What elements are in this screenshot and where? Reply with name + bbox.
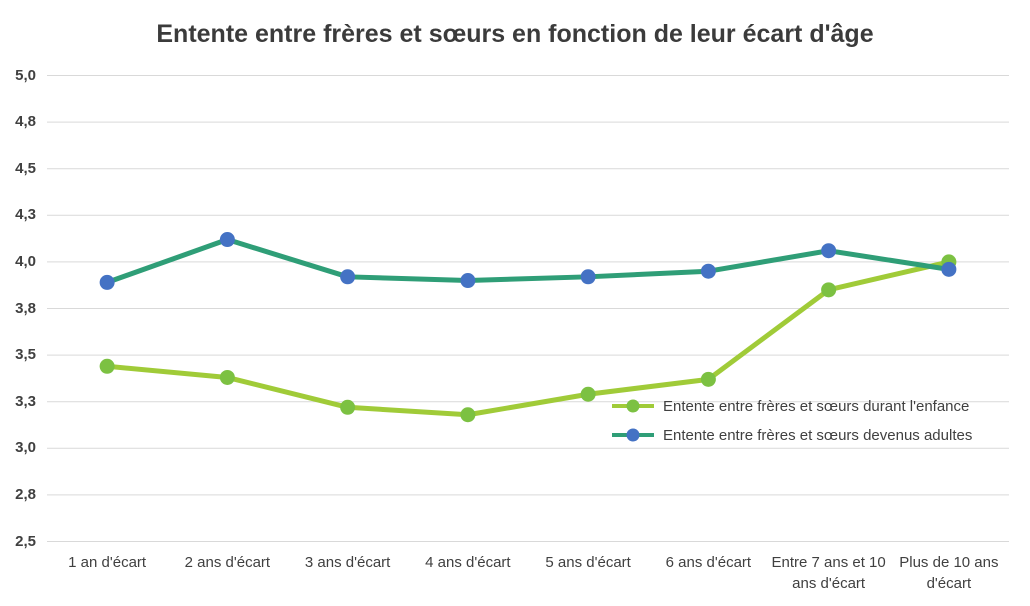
x-axis-label: Plus de 10 ans d'écart	[899, 554, 999, 592]
y-tick-label: 4,0	[15, 252, 36, 270]
y-tick-label: 4,3	[15, 206, 36, 224]
legend-line-marker-icon	[612, 399, 654, 413]
x-axis-label: 5 ans d'écart	[545, 554, 631, 571]
y-tick-label: 5,0	[15, 66, 36, 84]
y-tick-label: 2,8	[15, 485, 36, 503]
x-axis-label: 3 ans d'écart	[304, 554, 391, 571]
x-axis-label: 2 ans d'écart	[184, 554, 271, 571]
y-tick-label: 3,0	[15, 439, 36, 457]
legend-line-marker-icon	[612, 428, 654, 442]
legend-item: Entente entre frères et sœurs devenus ad…	[610, 426, 973, 444]
chart-title: Entente entre frères et sœurs en fonctio…	[156, 20, 874, 48]
y-tick-label: 3,5	[15, 346, 36, 364]
x-axis-label: 1 an d'écart	[68, 554, 147, 571]
legend-label: Entente entre frères et sœurs durant l'e…	[663, 397, 970, 415]
legend-label: Entente entre frères et sœurs devenus ad…	[663, 426, 973, 444]
legend-item: Entente entre frères et sœurs durant l'e…	[610, 397, 970, 415]
y-tick-label: 3,8	[15, 299, 36, 317]
y-tick-label: 4,5	[15, 159, 36, 177]
x-axis-label: 4 ans d'écart	[425, 554, 511, 571]
y-tick-label: 4,8	[15, 113, 36, 131]
x-axis-label: Entre 7 ans et 10 ans d'écart	[771, 554, 886, 592]
y-tick-label: 2,5	[15, 532, 36, 550]
y-tick-label: 3,3	[15, 392, 36, 410]
x-axis-label: 6 ans d'écart	[665, 554, 752, 571]
